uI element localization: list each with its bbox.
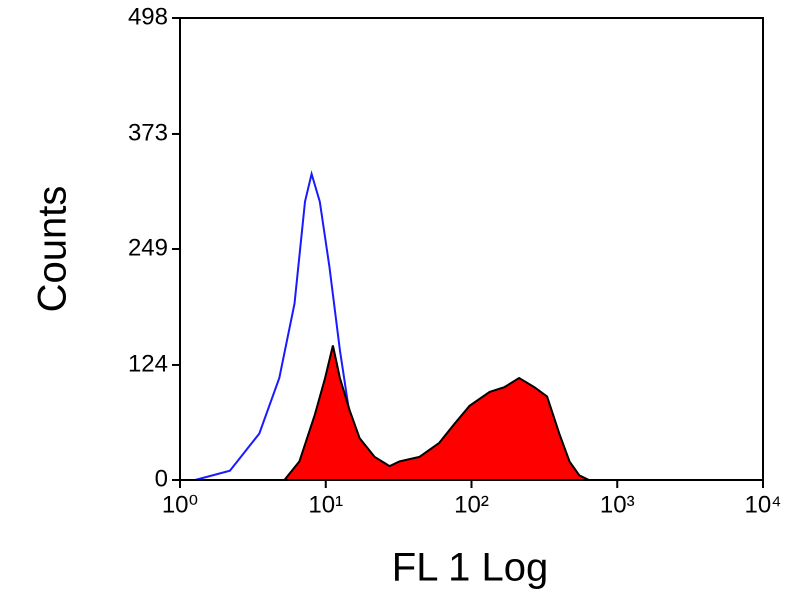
y-tick-label: 249 xyxy=(128,234,168,261)
x-tick-label: 10³ xyxy=(600,491,635,518)
y-tick-label: 498 xyxy=(128,3,168,30)
x-tick-label: 10² xyxy=(454,491,489,518)
x-tick-label: 10⁰ xyxy=(162,491,198,518)
y-tick-label: 124 xyxy=(128,350,168,377)
x-tick-label: 10¹ xyxy=(308,491,343,518)
histogram-area xyxy=(282,345,590,481)
y-axis-label: Counts xyxy=(31,186,75,313)
y-tick-label: 0 xyxy=(155,465,168,492)
x-axis-label: FL 1 Log xyxy=(392,546,548,590)
y-tick-label: 373 xyxy=(128,119,168,146)
x-tick-label: 10⁴ xyxy=(744,491,781,518)
